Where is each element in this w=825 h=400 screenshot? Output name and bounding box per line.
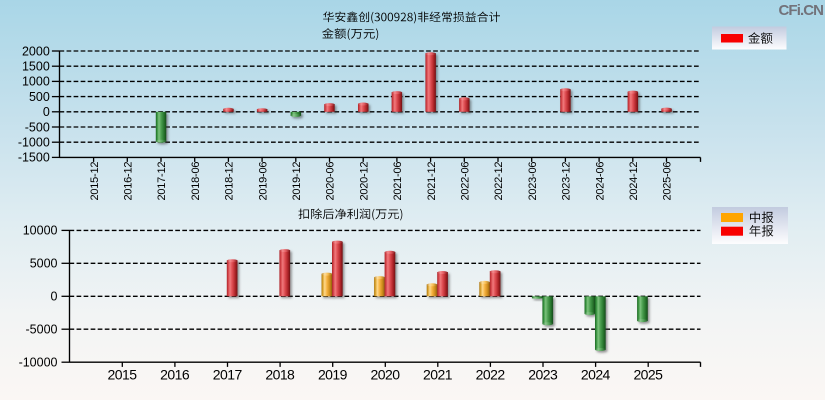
svg-text:2015: 2015 [108,366,138,382]
svg-text:2018-06: 2018-06 [190,162,202,201]
svg-text:2020: 2020 [371,366,401,382]
svg-text:2020-12: 2020-12 [358,162,370,201]
svg-text:2022-06: 2022-06 [460,162,472,201]
svg-text:2022-12: 2022-12 [493,162,505,201]
svg-text:2021: 2021 [423,366,453,382]
svg-text:2000: 2000 [22,44,50,58]
svg-text:-5000: -5000 [26,323,58,337]
svg-text:2023-06: 2023-06 [527,162,539,201]
svg-text:2018: 2018 [265,366,295,382]
svg-text:2024: 2024 [581,366,611,382]
svg-text:2020-06: 2020-06 [325,162,337,201]
svg-text:2019-06: 2019-06 [257,162,269,201]
svg-text:-500: -500 [25,120,50,134]
svg-text:0: 0 [51,290,58,304]
svg-text:10000: 10000 [23,224,58,238]
svg-text:2016-12: 2016-12 [123,162,135,201]
svg-text:2024-12: 2024-12 [628,162,640,201]
svg-text:2023-12: 2023-12 [561,162,573,201]
svg-text:-1500: -1500 [18,151,50,165]
svg-text:2021-12: 2021-12 [426,162,438,201]
svg-text:0: 0 [43,105,50,119]
svg-text:2019-12: 2019-12 [291,162,303,201]
svg-text:500: 500 [29,90,50,104]
svg-text:2024-06: 2024-06 [594,162,606,201]
svg-text:1500: 1500 [22,60,50,74]
svg-text:2019: 2019 [318,366,348,382]
svg-text:2017: 2017 [213,366,243,382]
svg-text:1000: 1000 [22,75,50,89]
svg-text:2016: 2016 [160,366,190,382]
svg-text:2022: 2022 [476,366,506,382]
svg-text:2025-06: 2025-06 [662,162,674,201]
svg-text:2021-06: 2021-06 [392,162,404,201]
svg-text:2015-12: 2015-12 [89,162,101,201]
svg-text:-10000: -10000 [19,356,58,370]
svg-text:2025: 2025 [633,366,663,382]
svg-text:-1000: -1000 [18,136,50,150]
svg-text:2018-12: 2018-12 [224,162,236,201]
svg-text:5000: 5000 [30,257,58,271]
svg-text:CFi.CN: CFi.CN [779,2,825,19]
svg-text:2023: 2023 [528,366,558,382]
svg-text:2017-12: 2017-12 [156,162,168,201]
